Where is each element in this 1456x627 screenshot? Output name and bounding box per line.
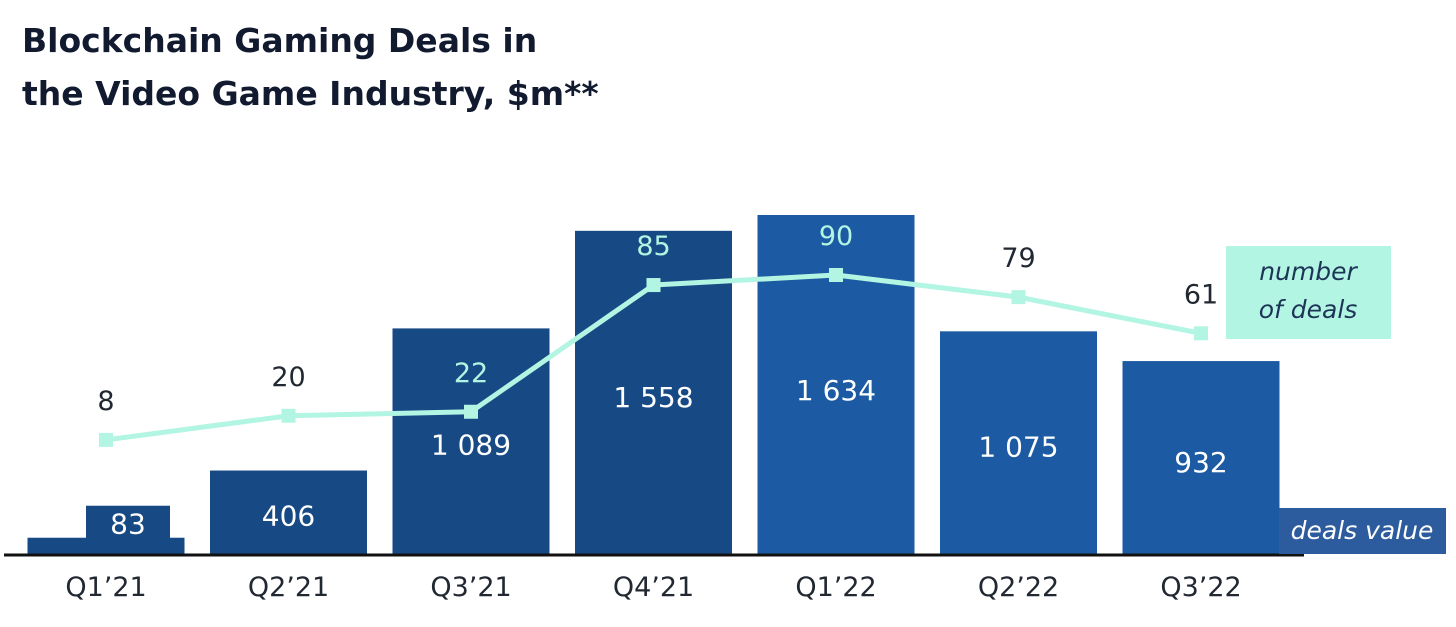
x-tick-label: Q3’21 [430,572,511,603]
legend-bar-label: deals value [1291,516,1434,545]
bar-value-label: 1 634 [796,374,876,407]
deal-count-line [99,268,1208,447]
bar-value-label: 1 089 [431,428,511,461]
chart-title-line-2: the Video Game Industry, $m** [22,74,599,113]
deal-count-label: 90 [819,221,853,252]
x-tick-label: Q2’21 [248,572,329,603]
deal-count-marker [281,408,296,423]
deal-count-label: 20 [271,362,305,393]
x-tick-label: Q1’21 [65,572,146,603]
deal-count-marker [1194,326,1208,341]
legend-bar-swatch [1279,508,1446,554]
chart-title: Blockchain Gaming Deals in the Video Gam… [22,14,722,120]
legend-line-swatch [1226,246,1391,339]
bar-label-box [86,505,170,544]
bar-value-label: 83 [110,508,146,541]
deal-count-label: 61 [1184,279,1218,310]
deal-count-label: 79 [1001,243,1035,274]
deal-count-marker [1011,290,1026,305]
deal-count-label: 22 [454,358,488,389]
x-tick-label: Q1’22 [795,572,876,603]
deal-count-marker [646,278,661,293]
legend: number of deals deals value [1226,246,1446,554]
x-tick-label: Q4’21 [613,572,694,603]
bar-q322 [1122,361,1280,555]
chart-title-line-1: Blockchain Gaming Deals in [22,21,538,60]
data-labels: 83 406 1 089 1 558 1 634 1 075 932 8 20 22 85 90 79 6… [97,221,1227,541]
x-tick-label: Q3’22 [1160,572,1241,603]
bars [27,215,1280,555]
deal-count-label: 85 [636,231,670,262]
bar-q222 [940,331,1097,555]
deal-count-label: 8 [97,386,114,417]
bar-value-label: 1 558 [613,381,693,414]
bar-value-label: 406 [262,500,315,533]
deal-count-marker [99,432,113,447]
bar-q221 [210,470,367,555]
x-tick-label: Q2’22 [978,572,1059,603]
x-axis: Q1’21 Q2’21 Q3’21 Q4’21 Q1’22 Q2’22 Q3’22 [4,553,1304,603]
bar-q321 [392,328,550,555]
bar-value-label: 932 [1174,446,1227,479]
deal-count-marker [829,268,843,282]
legend-line-label: number [1259,257,1358,286]
legend-line-label: of deals [1259,295,1358,324]
bar-value-label: 1 075 [978,430,1058,463]
deal-count-marker [464,404,478,419]
